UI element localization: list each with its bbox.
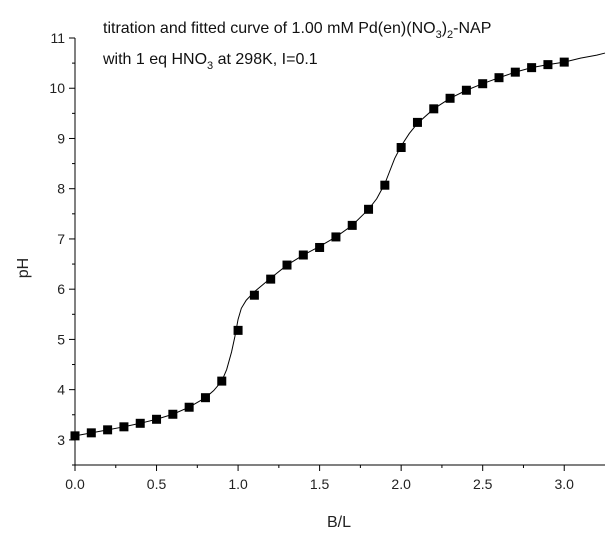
x-tick-label: 1.0 <box>228 476 248 492</box>
data-point <box>364 204 374 214</box>
data-point <box>135 418 145 428</box>
annotation-line-1: titration and fitted curve of 1.00 mM Pd… <box>103 20 491 41</box>
data-point <box>152 414 162 424</box>
data-point <box>86 428 96 438</box>
y-tick-label: 8 <box>57 181 65 197</box>
x-tick-label: 0.0 <box>65 476 85 492</box>
data-point <box>478 79 488 89</box>
fit-line <box>74 52 606 437</box>
data-point <box>543 60 553 70</box>
data-point <box>315 242 325 252</box>
data-point <box>559 57 569 67</box>
x-tick-label: 2.0 <box>391 476 411 492</box>
data-point <box>347 220 357 230</box>
data-point <box>266 274 276 284</box>
y-tick-label: 6 <box>57 281 65 297</box>
data-point <box>200 393 210 403</box>
y-tick-label: 7 <box>57 231 65 247</box>
axes: 0.0 0.5 1.0 1.5 2.0 2.5 3.0 3 4 5 6 7 8 9 10 11 <box>49 30 605 492</box>
x-axis-title: B/L <box>327 514 351 531</box>
data-point <box>184 402 194 412</box>
data-point <box>217 376 227 386</box>
y-tick-label: 3 <box>57 432 65 448</box>
data-point <box>168 409 178 419</box>
annotation-line-2: with 1 eq HNO3 at 298K, I=0.1 <box>102 51 318 72</box>
data-point <box>233 325 243 335</box>
data-point <box>103 425 113 435</box>
y-tick-label: 4 <box>57 382 65 398</box>
fitted-curve <box>74 52 606 437</box>
x-tick-label: 3.0 <box>554 476 574 492</box>
data-point <box>527 63 537 73</box>
data-point <box>494 73 504 83</box>
data-point <box>119 422 129 432</box>
x-tick-label: 2.5 <box>473 476 493 492</box>
data-point <box>429 104 439 114</box>
y-tick-label: 5 <box>57 331 65 347</box>
data-point <box>510 67 520 77</box>
data-point <box>282 260 292 270</box>
y-tick-label: 9 <box>57 130 65 146</box>
x-tick-label: 1.5 <box>310 476 330 492</box>
data-point <box>412 117 422 127</box>
data-point <box>249 290 259 300</box>
data-points <box>70 57 569 441</box>
y-tick-label: 11 <box>50 30 65 46</box>
data-point <box>380 180 390 190</box>
data-point <box>331 232 341 242</box>
y-axis-title: pH <box>15 258 32 278</box>
y-tick-label: 10 <box>49 80 65 96</box>
x-tick-label: 0.5 <box>147 476 167 492</box>
data-point <box>298 250 308 260</box>
data-point <box>70 431 80 441</box>
data-point <box>461 85 471 95</box>
data-point <box>445 93 455 103</box>
data-point <box>396 143 406 153</box>
